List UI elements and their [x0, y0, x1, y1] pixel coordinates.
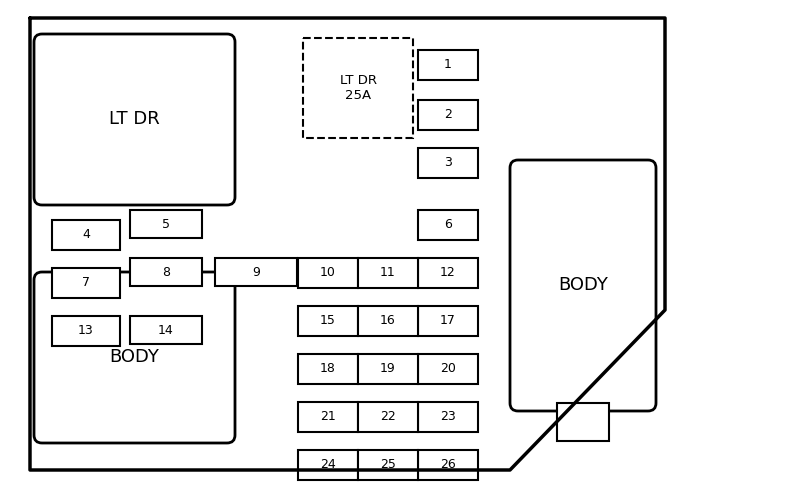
Text: 5: 5: [162, 217, 170, 230]
Bar: [303, 38, 413, 138]
Bar: [215, 258, 297, 286]
Text: 19: 19: [380, 363, 396, 375]
Text: 3: 3: [444, 156, 452, 170]
Text: 6: 6: [444, 218, 452, 232]
FancyBboxPatch shape: [510, 160, 656, 411]
Text: 21: 21: [320, 410, 336, 424]
Text: 14: 14: [158, 324, 174, 337]
Text: BODY: BODY: [110, 348, 159, 367]
Text: 17: 17: [440, 314, 456, 328]
Bar: [418, 354, 478, 384]
Bar: [358, 258, 418, 288]
Bar: [52, 220, 120, 250]
Bar: [418, 258, 478, 288]
Text: 13: 13: [78, 325, 94, 338]
Bar: [358, 450, 418, 480]
Text: LT DR: LT DR: [109, 111, 160, 128]
Bar: [298, 306, 358, 336]
Text: 10: 10: [320, 267, 336, 279]
Bar: [52, 316, 120, 346]
Text: 20: 20: [440, 363, 456, 375]
Text: 7: 7: [82, 277, 90, 289]
Text: 8: 8: [162, 266, 170, 278]
Text: 1: 1: [444, 59, 452, 71]
Text: 2: 2: [444, 109, 452, 122]
Text: 25: 25: [380, 459, 396, 471]
Text: 24: 24: [320, 459, 336, 471]
Bar: [298, 354, 358, 384]
Bar: [130, 210, 202, 238]
Text: 15: 15: [320, 314, 336, 328]
Bar: [418, 148, 478, 178]
Text: 16: 16: [380, 314, 396, 328]
Text: 18: 18: [320, 363, 336, 375]
Bar: [130, 258, 202, 286]
Bar: [298, 402, 358, 432]
Bar: [418, 450, 478, 480]
Text: 22: 22: [380, 410, 396, 424]
Bar: [298, 450, 358, 480]
FancyBboxPatch shape: [34, 34, 235, 205]
FancyBboxPatch shape: [34, 272, 235, 443]
Text: 11: 11: [380, 267, 396, 279]
Bar: [358, 306, 418, 336]
Text: BODY: BODY: [558, 277, 608, 295]
Bar: [557, 403, 609, 441]
Bar: [418, 306, 478, 336]
Bar: [52, 268, 120, 298]
Text: 23: 23: [440, 410, 456, 424]
Bar: [418, 100, 478, 130]
Text: 12: 12: [440, 267, 456, 279]
Text: LT DR
25A: LT DR 25A: [339, 74, 377, 102]
Bar: [298, 258, 358, 288]
Bar: [418, 50, 478, 80]
Text: 4: 4: [82, 228, 90, 242]
Bar: [418, 210, 478, 240]
Text: 26: 26: [440, 459, 456, 471]
Bar: [358, 402, 418, 432]
Bar: [358, 354, 418, 384]
Bar: [418, 402, 478, 432]
Bar: [130, 316, 202, 344]
Text: 9: 9: [252, 266, 260, 278]
